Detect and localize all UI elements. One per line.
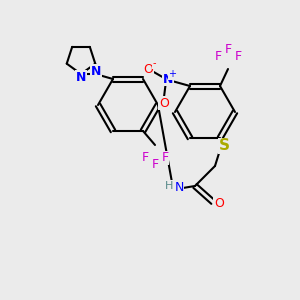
Text: F: F (214, 50, 222, 62)
Text: S: S (218, 139, 230, 154)
Text: O: O (214, 197, 224, 211)
Text: O: O (159, 97, 169, 110)
Text: +: + (168, 69, 176, 79)
Text: F: F (152, 158, 159, 172)
Text: F: F (141, 152, 148, 164)
Text: F: F (161, 152, 169, 164)
Text: N: N (174, 182, 184, 194)
Text: N: N (163, 73, 173, 85)
Text: N: N (76, 70, 86, 83)
Text: F: F (234, 50, 242, 62)
Text: H: H (165, 181, 173, 191)
Text: F: F (224, 43, 232, 56)
Text: -: - (152, 58, 156, 68)
Text: O: O (143, 62, 153, 76)
Text: N: N (91, 64, 101, 77)
